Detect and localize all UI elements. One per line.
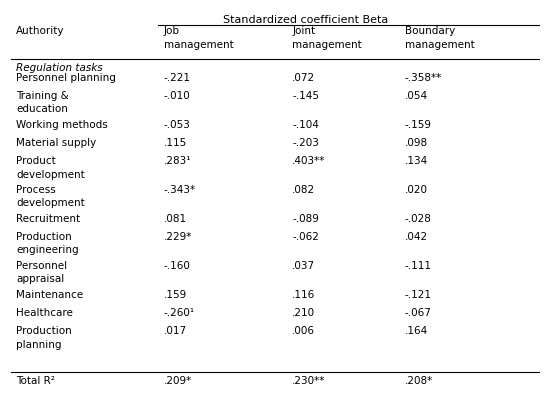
Text: .134: .134 (405, 156, 428, 166)
Text: -.221: -.221 (164, 73, 190, 83)
Text: .017: .017 (164, 326, 187, 336)
Text: .159: .159 (164, 290, 187, 300)
Text: -.053: -.053 (164, 120, 190, 130)
Text: Product
development: Product development (16, 156, 85, 179)
Text: Joint
management: Joint management (292, 26, 362, 50)
Text: -.062: -.062 (292, 232, 319, 242)
Text: .209*: .209* (164, 376, 192, 386)
Text: Personnel
appraisal: Personnel appraisal (16, 261, 67, 284)
Text: Working methods: Working methods (16, 120, 108, 130)
Text: -.358**: -.358** (405, 73, 442, 83)
Text: Job
management: Job management (164, 26, 234, 50)
Text: .037: .037 (292, 261, 316, 271)
Text: .042: .042 (405, 232, 428, 242)
Text: Standardized coefficient Beta: Standardized coefficient Beta (223, 15, 388, 25)
Text: .020: .020 (405, 185, 428, 195)
Text: Total R²: Total R² (16, 376, 55, 386)
Text: Recruitment: Recruitment (16, 214, 80, 224)
Text: .082: .082 (292, 185, 316, 195)
Text: Production
planning: Production planning (16, 326, 72, 350)
Text: -.104: -.104 (292, 120, 319, 130)
Text: .230**: .230** (292, 376, 325, 386)
Text: .210: .210 (292, 308, 316, 318)
Text: Authority: Authority (16, 26, 65, 36)
Text: -.145: -.145 (292, 91, 319, 101)
Text: .072: .072 (292, 73, 316, 83)
Text: -.010: -.010 (164, 91, 190, 101)
Text: Process
development: Process development (16, 185, 85, 208)
Text: .054: .054 (405, 91, 428, 101)
Text: Maintenance: Maintenance (16, 290, 83, 300)
Text: .283¹: .283¹ (164, 156, 191, 166)
Text: -.260¹: -.260¹ (164, 308, 195, 318)
Text: Regulation tasks: Regulation tasks (16, 63, 103, 73)
Text: .164: .164 (405, 326, 428, 336)
Text: .081: .081 (164, 214, 187, 224)
Text: -.121: -.121 (405, 290, 432, 300)
Text: -.203: -.203 (292, 138, 319, 148)
Text: -.343*: -.343* (164, 185, 196, 195)
Text: .098: .098 (405, 138, 428, 148)
Text: Boundary
management: Boundary management (405, 26, 475, 50)
Text: Training &
education: Training & education (16, 91, 69, 114)
Text: -.089: -.089 (292, 214, 319, 224)
Text: .116: .116 (292, 290, 316, 300)
Text: .115: .115 (164, 138, 187, 148)
Text: Production
engineering: Production engineering (16, 232, 79, 256)
Text: .229*: .229* (164, 232, 192, 242)
Text: Personnel planning: Personnel planning (16, 73, 116, 83)
Text: .006: .006 (292, 326, 315, 336)
Text: Material supply: Material supply (16, 138, 96, 148)
Text: -.160: -.160 (164, 261, 190, 271)
Text: -.067: -.067 (405, 308, 432, 318)
Text: -.028: -.028 (405, 214, 432, 224)
Text: -.111: -.111 (405, 261, 432, 271)
Text: .208*: .208* (405, 376, 433, 386)
Text: .403**: .403** (292, 156, 325, 166)
Text: Healthcare: Healthcare (16, 308, 73, 318)
Text: -.159: -.159 (405, 120, 432, 130)
